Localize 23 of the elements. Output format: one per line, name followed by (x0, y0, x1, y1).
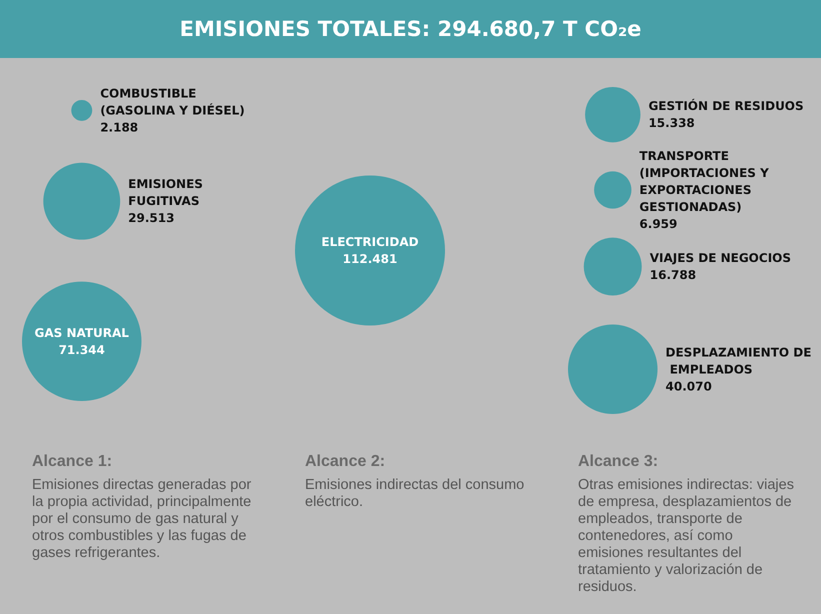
data-label: 16.788 (650, 268, 696, 282)
category-label: EMISIONES FUGITIVAS (128, 177, 208, 208)
data-label: 71.344 (58, 342, 105, 357)
data-label: 112.481 (342, 252, 398, 266)
category-label: VIAJES DE NEGOCIOS (650, 251, 792, 266)
text: Emisiones directas generadas por la propia actividad, principalmente por el consumo de gas natural y otros combustibles y las fugas de gases refrigerantes. (32, 477, 252, 562)
category-label: DESPLAZAMIENTO DE EMPLEADOS (666, 345, 812, 376)
text: Alcance 2: (305, 453, 386, 471)
text: Alcance 3: (578, 453, 660, 471)
data-label: 2.188 (100, 120, 138, 134)
text: Otras emisiones indirectas: viajes de empresa, desplazamientos de empleados, transporte de contenedores, así como emisiones resultantes del tratamiento y valorización de residuos. (578, 477, 795, 596)
category-label: TRANSPORTE (IMPORTACIONES Y EXPORTACIONES GESTIONADAS) (639, 148, 773, 214)
category-label: COMBUSTIBLE (GASOLINA Y DIÉSEL) (100, 86, 245, 118)
text: Alcance 1: (32, 453, 114, 471)
data-label: 29.513 (128, 211, 174, 226)
data-label: 40.070 (666, 379, 712, 394)
text: Emisiones indirectas del consumo eléctrico. (305, 477, 526, 511)
data-label: 15.338 (648, 116, 695, 130)
category-label: GESTIÓN DE RESIDUOS (648, 98, 804, 114)
text: EMISIONES TOTALES: 294.680,7 T CO₂e (0, 0, 821, 58)
category-label: GAS NATURAL (34, 326, 130, 340)
category-label: ELECTRICIDAD (321, 235, 419, 249)
data-label: 6.959 (639, 216, 678, 231)
